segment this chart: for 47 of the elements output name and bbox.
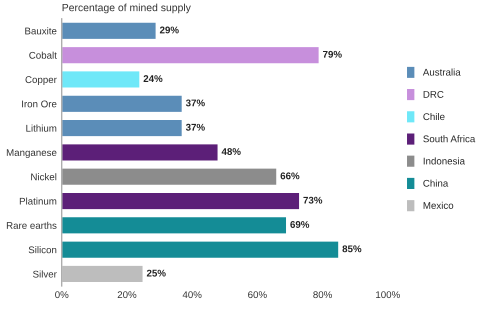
bar — [62, 118, 184, 138]
bar — [62, 142, 219, 162]
data-label: 29% — [160, 26, 179, 34]
legend-label: Australia — [422, 68, 461, 76]
bar — [62, 94, 184, 114]
bar — [62, 46, 320, 65]
data-label: 37% — [186, 99, 205, 106]
y-tick-label: Nickel — [31, 173, 56, 180]
legend-label: Indonesia — [424, 157, 466, 165]
data-label: 66% — [280, 172, 300, 180]
bar — [62, 264, 144, 284]
y-tick-label: Bauxite — [25, 27, 56, 34]
bar — [62, 70, 141, 89]
data-label: 37% — [186, 124, 205, 131]
y-tick-label: Cobalt — [29, 52, 57, 59]
y-tick-label: Iron Ore — [22, 100, 56, 108]
legend-label: China — [423, 180, 448, 187]
y-tick-label: Copper — [26, 76, 57, 85]
y-tick-label: Silver — [33, 270, 57, 278]
legend-label: Mexico — [424, 202, 454, 209]
data-label: 24% — [144, 75, 162, 82]
legend-label: South Africa — [423, 135, 476, 142]
y-tick-label: Platinum — [20, 197, 56, 205]
data-label: 79% — [323, 50, 342, 58]
data-label: 69% — [290, 221, 310, 228]
y-tick-label: Manganese — [6, 149, 56, 158]
x-tick-label: 0% — [55, 291, 68, 298]
legend-label: Chile — [423, 112, 445, 120]
y-tick-label: Rare earths — [6, 222, 57, 229]
legend-label: DRC — [424, 90, 444, 98]
x-tick-label: 20% — [118, 291, 136, 298]
x-tick-label: 40% — [182, 291, 202, 298]
x-tick-label: 100% — [376, 291, 400, 298]
x-tick-label: 60% — [248, 291, 267, 298]
bar — [62, 167, 278, 186]
data-label: 85% — [342, 245, 362, 252]
x-tick-label: 80% — [313, 291, 332, 298]
chart-title: Percentage of mined supply — [62, 4, 191, 14]
bar — [62, 192, 300, 210]
data-label: 73% — [303, 196, 322, 204]
data-label: 25% — [146, 270, 166, 277]
data-label: 48% — [222, 148, 241, 155]
y-tick-label: Silicon — [28, 246, 56, 254]
bar — [62, 216, 288, 235]
bar — [62, 21, 157, 40]
y-tick-label: Lithium — [26, 124, 56, 132]
bar — [62, 240, 340, 260]
